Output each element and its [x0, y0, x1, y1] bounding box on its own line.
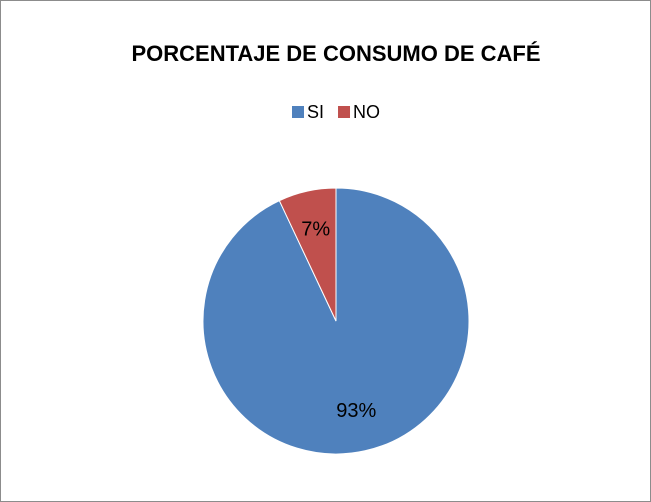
- legend-label: NO: [353, 102, 380, 122]
- pie-slice: [278, 187, 337, 322]
- legend-swatch: [292, 106, 304, 118]
- data-label: 93%: [336, 400, 376, 422]
- chart-title: PORCENTAJE DE CONSUMO DE CAFÉ: [131, 41, 540, 66]
- legend-label: SI: [307, 102, 324, 122]
- data-label: 7%: [301, 218, 330, 240]
- legend-swatch: [338, 106, 351, 118]
